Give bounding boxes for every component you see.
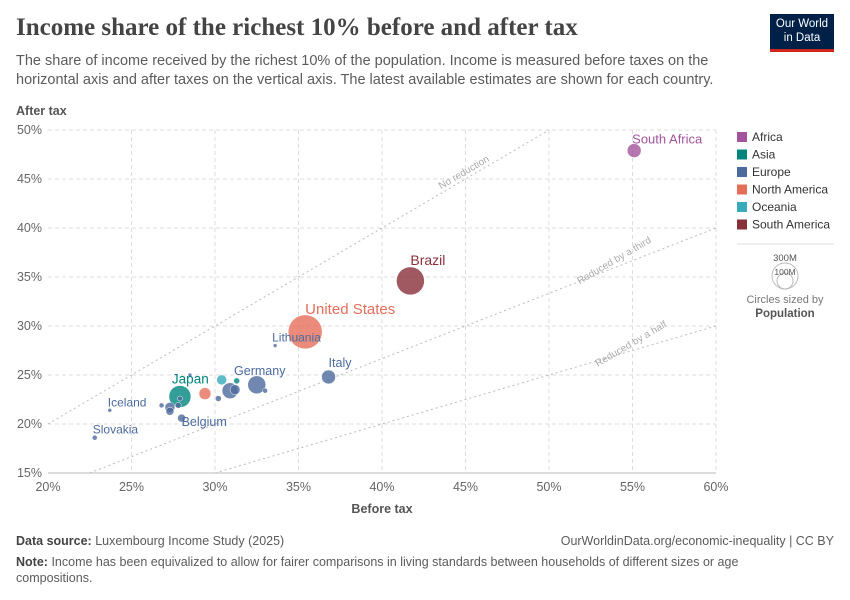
y-tick-label: 20% — [17, 417, 42, 431]
point-label: Brazil — [410, 252, 445, 268]
y-tick-label: 45% — [17, 172, 42, 186]
legend-label[interactable]: South America — [752, 218, 830, 232]
point-label: Italy — [329, 356, 353, 370]
point-label: Japan — [172, 372, 209, 387]
x-tick-label: 40% — [369, 480, 394, 494]
legend-label[interactable]: Oceania — [752, 200, 797, 214]
footer-url[interactable]: OurWorldinData.org/economic-inequality |… — [560, 534, 834, 548]
data-point[interactable] — [233, 377, 240, 385]
reference-line — [47, 129, 550, 425]
data-source: Data source: Luxembourg Income Study (20… — [16, 534, 285, 548]
data-point[interactable] — [272, 343, 278, 348]
y-axis-label: After tax — [16, 104, 67, 118]
point-label: Iceland — [108, 395, 147, 409]
legend-swatch[interactable] — [737, 184, 747, 195]
reference-line-label: Reduced by a third — [576, 235, 654, 287]
size-legend-variable: Population — [755, 308, 814, 320]
data-point[interactable] — [107, 408, 113, 413]
legend-label[interactable]: Africa — [752, 130, 783, 144]
source-link[interactable]: Luxembourg Income Study (2025) — [95, 534, 285, 548]
x-tick-label: 50% — [536, 480, 561, 494]
legend-label[interactable]: North America — [752, 183, 828, 197]
size-legend-small: 100M — [774, 267, 795, 277]
x-tick-label: 45% — [453, 480, 478, 494]
x-tick-label: 20% — [35, 480, 60, 494]
x-tick-label: 55% — [620, 480, 645, 494]
data-point[interactable] — [198, 387, 212, 400]
data-point[interactable] — [287, 314, 323, 350]
reference-line-label: Reduced by a half — [594, 319, 669, 369]
legend-swatch[interactable] — [737, 167, 747, 177]
data-point[interactable] — [229, 384, 241, 395]
owid-logo[interactable]: Our World in Data — [770, 14, 834, 52]
data-point[interactable] — [158, 402, 165, 409]
legend-label[interactable]: Asia — [752, 148, 776, 162]
legend-swatch[interactable] — [737, 219, 747, 230]
x-tick-label: 60% — [703, 480, 728, 494]
chart-title: Income share of the richest 10% before a… — [16, 14, 578, 41]
point-label: Germany — [234, 364, 286, 378]
chart-subtitle: The share of income received by the rich… — [16, 53, 714, 88]
data-point[interactable] — [187, 372, 193, 378]
size-legend-large: 300M — [773, 253, 797, 264]
data-point[interactable] — [626, 143, 642, 158]
data-point[interactable] — [321, 369, 336, 385]
data-point[interactable] — [165, 407, 175, 416]
x-tick-label: 35% — [286, 480, 311, 494]
reference-line-label: No reduction — [437, 154, 491, 192]
x-tick-label: 25% — [119, 480, 144, 494]
legend-label[interactable]: Europe — [752, 165, 791, 179]
legend-swatch[interactable] — [737, 132, 747, 142]
point-label: Belgium — [182, 415, 227, 429]
data-point[interactable] — [175, 402, 182, 409]
legend-swatch[interactable] — [737, 202, 747, 212]
data-point[interactable] — [262, 387, 268, 394]
data-point[interactable] — [216, 374, 227, 386]
point-label: Slovakia — [93, 423, 139, 437]
data-point[interactable] — [215, 395, 222, 402]
y-tick-label: 40% — [17, 221, 42, 235]
point-label: United States — [305, 301, 395, 318]
x-axis-label: Before tax — [351, 502, 412, 516]
reference-line — [89, 227, 717, 474]
data-point[interactable] — [396, 266, 425, 296]
legend-swatch[interactable] — [737, 149, 747, 160]
y-tick-label: 50% — [17, 123, 42, 137]
point-label: South Africa — [632, 132, 703, 147]
data-point[interactable] — [92, 434, 98, 441]
reference-line — [214, 325, 717, 474]
size-legend-caption: Circles sized by — [746, 294, 824, 306]
y-tick-label: 15% — [17, 466, 42, 480]
data-point[interactable] — [177, 413, 186, 423]
x-tick-label: 30% — [202, 480, 227, 494]
y-tick-label: 30% — [17, 319, 42, 333]
note: Note: Income has been equivalized to all… — [16, 555, 739, 585]
y-tick-label: 25% — [17, 368, 42, 382]
y-tick-label: 35% — [17, 270, 42, 284]
size-legend-small-circle — [776, 272, 794, 290]
data-point[interactable] — [177, 395, 183, 402]
data-point[interactable] — [247, 375, 266, 395]
point-label: Lithuania — [272, 331, 321, 345]
